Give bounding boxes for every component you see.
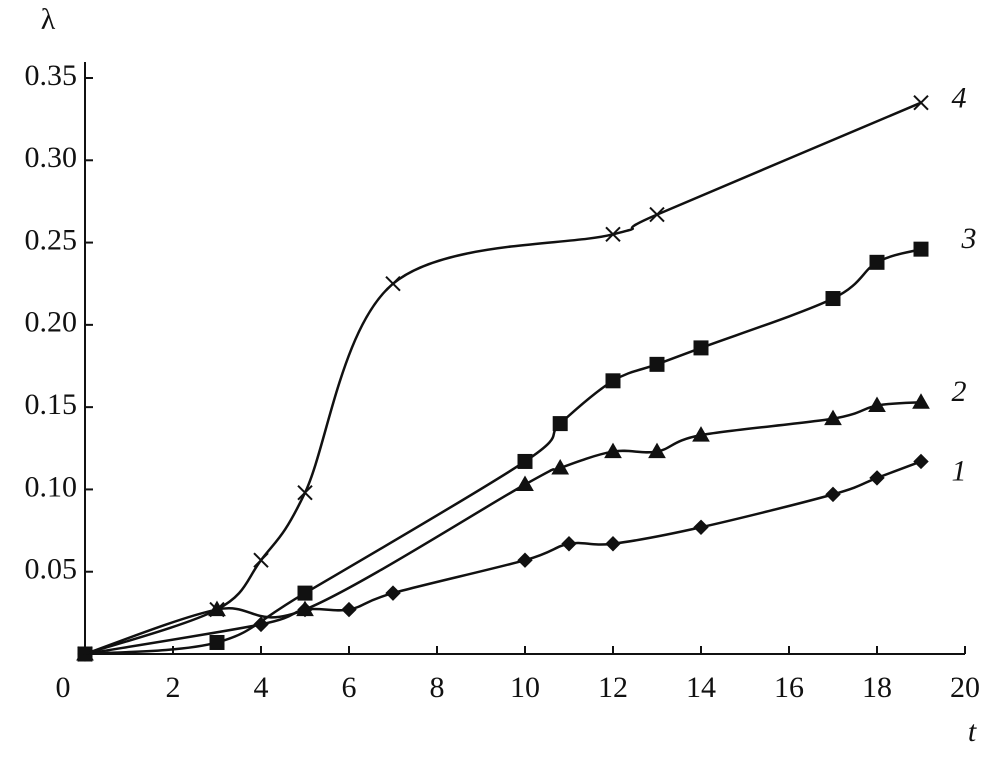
marker — [869, 254, 885, 270]
marker — [385, 276, 401, 292]
legend-label: 2 — [952, 375, 967, 408]
marker — [552, 416, 568, 432]
marker — [385, 585, 401, 601]
marker — [297, 585, 313, 601]
y-tick-label: 0.30 — [25, 141, 78, 174]
marker — [297, 485, 313, 501]
marker — [341, 601, 357, 618]
x-tick-label: 20 — [950, 671, 980, 704]
marker — [824, 409, 842, 426]
marker — [913, 453, 929, 470]
marker — [869, 470, 885, 486]
marker — [913, 94, 929, 111]
series-line — [84, 101, 922, 656]
marker — [868, 396, 886, 412]
marker — [551, 459, 570, 475]
marker — [912, 393, 930, 409]
legend-label: 1 — [952, 454, 967, 487]
marker — [209, 601, 225, 618]
marker — [605, 536, 621, 552]
y-tick-label: 0.20 — [25, 306, 78, 339]
marker — [605, 226, 621, 243]
x-tick-label: 14 — [686, 671, 716, 704]
marker — [253, 552, 269, 568]
x-tick-label: 0 — [56, 671, 71, 704]
marker — [649, 356, 665, 372]
series-line — [84, 247, 922, 656]
marker — [517, 453, 533, 469]
x-tick-label: 10 — [510, 671, 540, 704]
y-tick-label: 0.10 — [25, 470, 78, 503]
x-tick-label: 4 — [254, 671, 269, 704]
x-tick-label: 8 — [430, 671, 445, 704]
marker — [605, 373, 621, 389]
marker — [77, 646, 93, 662]
y-tick-label: 0.15 — [25, 388, 78, 421]
marker — [693, 519, 709, 535]
marker — [913, 241, 929, 257]
series-line — [84, 460, 922, 656]
marker — [604, 442, 622, 459]
marker — [649, 206, 665, 223]
legend-label: 3 — [961, 222, 977, 255]
x-tick-label: 16 — [774, 671, 804, 704]
legend-label: 4 — [952, 82, 967, 115]
marker — [825, 291, 841, 307]
marker — [693, 340, 709, 356]
x-axis-label: t — [968, 715, 977, 748]
y-axis-label: λ — [41, 3, 56, 36]
marker — [517, 552, 533, 568]
marker — [692, 426, 710, 442]
x-tick-label: 12 — [598, 671, 628, 704]
x-tick-label: 2 — [166, 671, 181, 704]
marker — [648, 442, 666, 459]
y-tick-label: 0.05 — [25, 553, 78, 586]
x-tick-label: 18 — [862, 671, 892, 704]
x-tick-label: 6 — [342, 671, 357, 704]
marker — [253, 616, 269, 633]
y-tick-label: 0.35 — [25, 59, 78, 92]
marker — [561, 536, 577, 552]
marker — [296, 600, 314, 617]
y-tick-label: 0.25 — [25, 223, 78, 256]
marker — [209, 634, 225, 650]
marker — [825, 486, 841, 503]
marker — [516, 475, 534, 491]
